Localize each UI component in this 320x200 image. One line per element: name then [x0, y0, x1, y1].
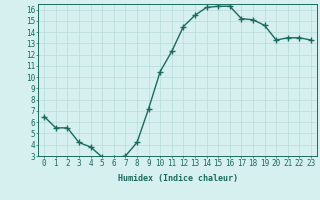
X-axis label: Humidex (Indice chaleur): Humidex (Indice chaleur) [118, 174, 238, 183]
